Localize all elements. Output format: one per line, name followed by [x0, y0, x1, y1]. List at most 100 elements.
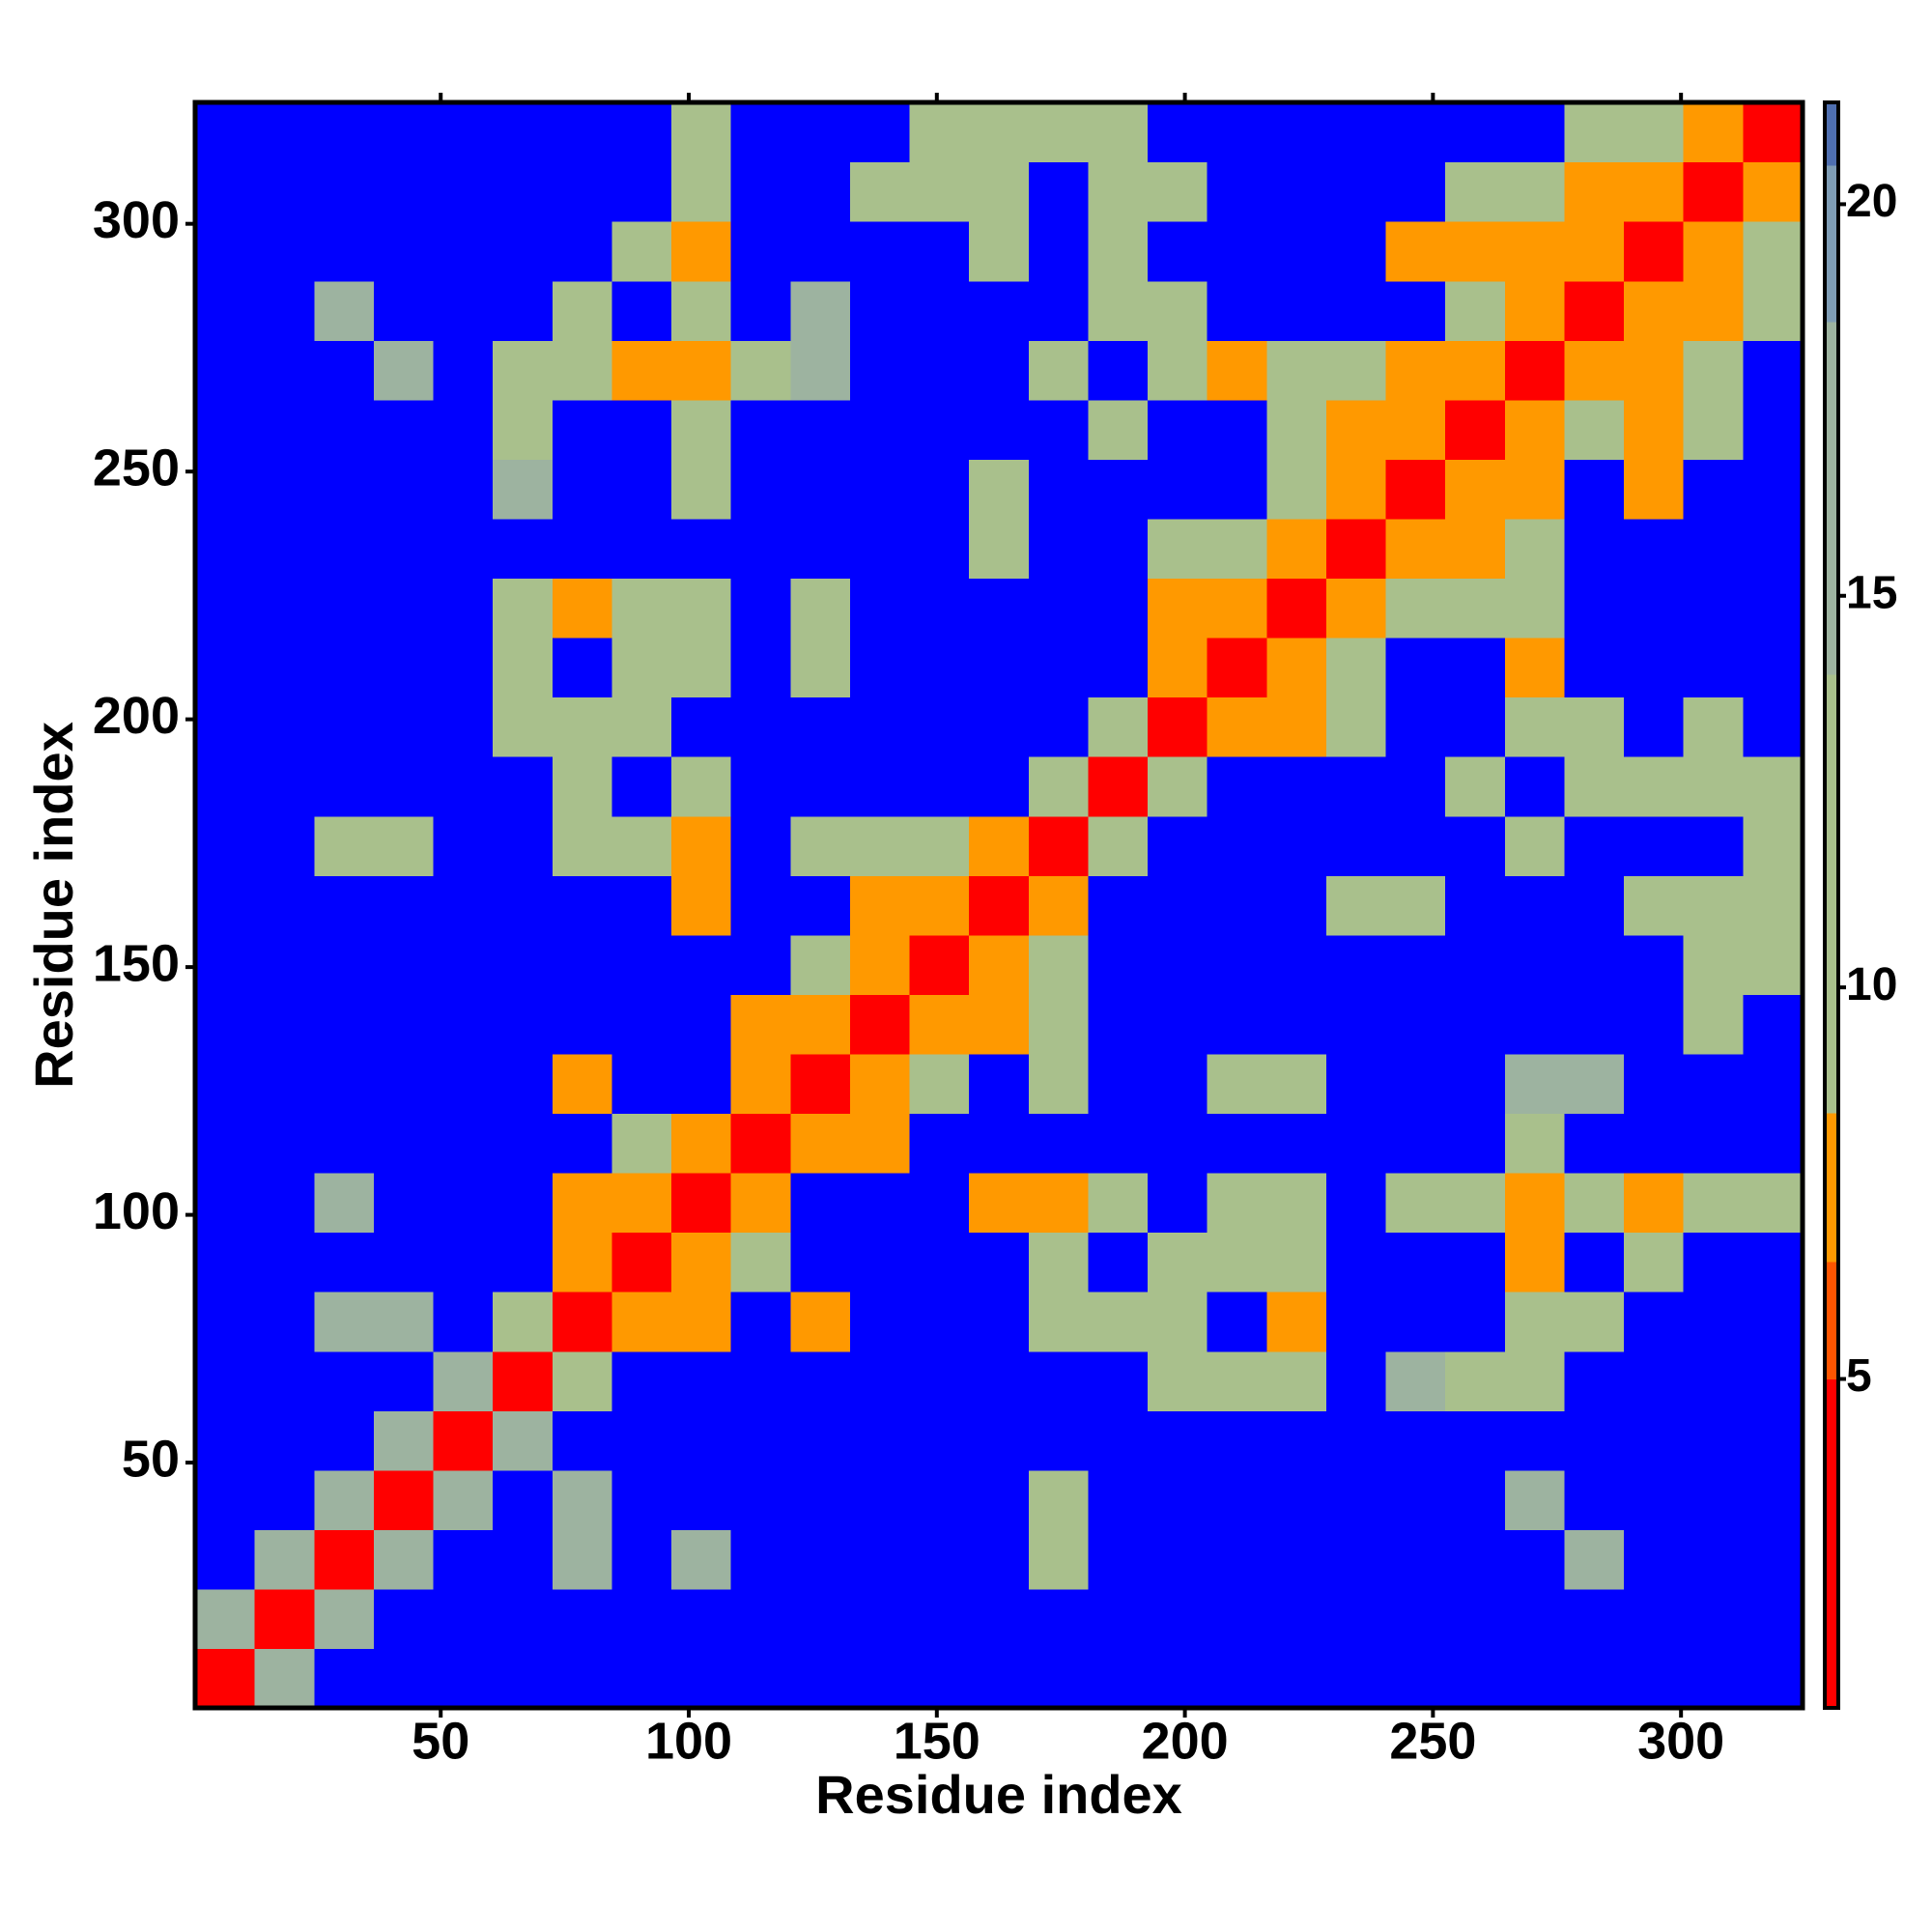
- heatmap-cell: [493, 1053, 554, 1115]
- heatmap-cell: [1385, 696, 1446, 757]
- heatmap-cell: [1385, 1410, 1446, 1471]
- heatmap-cell: [1028, 340, 1090, 401]
- heatmap-cell: [1148, 875, 1208, 936]
- heatmap-cell: [849, 161, 911, 222]
- heatmap-cell: [849, 1053, 911, 1115]
- heatmap-cell: [611, 638, 672, 698]
- heatmap-cell: [611, 1113, 672, 1174]
- heatmap-cell: [1088, 1232, 1149, 1293]
- heatmap-cell: [671, 1648, 732, 1709]
- heatmap-cell: [1266, 161, 1327, 222]
- heatmap-cell: [1207, 875, 1267, 936]
- heatmap-cell: [969, 875, 1030, 936]
- heatmap-cell: [909, 1469, 970, 1530]
- heatmap-cell: [433, 161, 494, 222]
- heatmap-cell: [909, 518, 970, 580]
- heatmap-cell: [1325, 638, 1387, 698]
- heatmap-cell: [730, 518, 791, 580]
- heatmap-cell: [790, 518, 851, 580]
- heatmap-cell: [1325, 1529, 1387, 1590]
- heatmap-cell: [1385, 340, 1446, 401]
- heatmap-cell: [1564, 1469, 1625, 1530]
- heatmap-cell: [969, 994, 1030, 1055]
- heatmap-cell: [1088, 221, 1149, 282]
- heatmap-cell: [671, 578, 732, 639]
- heatmap-cell: [730, 459, 791, 520]
- heatmap-cell: [1207, 578, 1267, 639]
- heatmap-cell: [1207, 638, 1267, 698]
- y-tick-label: 250: [93, 439, 180, 497]
- heatmap-cell: [849, 1113, 911, 1174]
- heatmap-cell: [1504, 638, 1566, 698]
- heatmap-cell: [1743, 459, 1804, 520]
- heatmap-cell: [671, 1410, 732, 1471]
- heatmap-cell: [849, 578, 911, 639]
- heatmap-cell: [1028, 1588, 1090, 1650]
- heatmap-cell: [195, 1053, 256, 1115]
- heatmap-cell: [1266, 1469, 1327, 1530]
- heatmap-cell: [1028, 221, 1090, 282]
- heatmap-cell: [909, 1529, 970, 1590]
- heatmap-cell: [1028, 1113, 1090, 1174]
- heatmap-cell: [1148, 696, 1208, 757]
- heatmap-cell: [1564, 280, 1625, 341]
- heatmap-cell: [1207, 815, 1267, 876]
- heatmap-cell: [195, 399, 256, 460]
- x-tick-label: 150: [894, 1712, 980, 1770]
- heatmap-cell: [790, 102, 851, 163]
- heatmap-cell: [909, 1648, 970, 1709]
- heatmap-cell: [1028, 756, 1090, 817]
- heatmap-cell: [314, 696, 375, 757]
- heatmap-cell: [254, 1053, 315, 1115]
- heatmap-cell: [1028, 815, 1090, 876]
- heatmap-cell: [1564, 1350, 1625, 1411]
- heatmap-cell: [969, 280, 1030, 341]
- heatmap-cell: [254, 459, 315, 520]
- heatmap-cell: [1207, 518, 1267, 580]
- heatmap-cell: [909, 1588, 970, 1650]
- heatmap-cell: [1445, 280, 1506, 341]
- heatmap-cell: [552, 459, 613, 520]
- heatmap-cell: [1088, 340, 1149, 401]
- heatmap-cell: [1743, 1232, 1804, 1293]
- heatmap-cell: [1207, 1410, 1267, 1471]
- heatmap-cell: [1743, 1350, 1804, 1411]
- heatmap-cell: [611, 696, 672, 757]
- x-tick-label: 100: [645, 1712, 732, 1770]
- heatmap-cell: [1325, 994, 1387, 1055]
- heatmap-cell: [254, 280, 315, 341]
- heatmap-cell: [552, 280, 613, 341]
- heatmap-cell: [552, 1113, 613, 1174]
- heatmap-cell: [254, 756, 315, 817]
- heatmap-cell: [1385, 399, 1446, 460]
- heatmap-cell: [254, 399, 315, 460]
- heatmap-cell: [1266, 1648, 1327, 1709]
- heatmap-cell: [909, 102, 970, 163]
- heatmap-cell: [1564, 221, 1625, 282]
- heatmap-cell: [493, 518, 554, 580]
- heatmap-cell: [1624, 399, 1685, 460]
- heatmap-cell: [254, 578, 315, 639]
- heatmap-cell: [373, 1410, 435, 1471]
- heatmap-cell: [1325, 280, 1387, 341]
- heatmap-cell: [1266, 934, 1327, 995]
- heatmap-cell: [433, 815, 494, 876]
- heatmap-cell: [1683, 161, 1744, 222]
- heatmap-cell: [1504, 1173, 1566, 1234]
- heatmap-cell: [1028, 280, 1090, 341]
- heatmap-cell: [1445, 875, 1506, 936]
- heatmap-cell: [1207, 280, 1267, 341]
- heatmap-cell: [552, 161, 613, 222]
- heatmap-cell: [671, 399, 732, 460]
- heatmap-cell: [195, 280, 256, 341]
- heatmap-cell: [790, 1350, 851, 1411]
- heatmap-cell: [1028, 1232, 1090, 1293]
- heatmap-cell: [611, 102, 672, 163]
- heatmap-cell: [314, 221, 375, 282]
- heatmap-cell: [790, 1410, 851, 1471]
- heatmap-cell: [552, 1410, 613, 1471]
- heatmap-cell: [493, 1173, 554, 1234]
- heatmap-cell: [1624, 1410, 1685, 1471]
- heatmap-cell: [1385, 1113, 1446, 1174]
- heatmap-cell: [552, 1292, 613, 1352]
